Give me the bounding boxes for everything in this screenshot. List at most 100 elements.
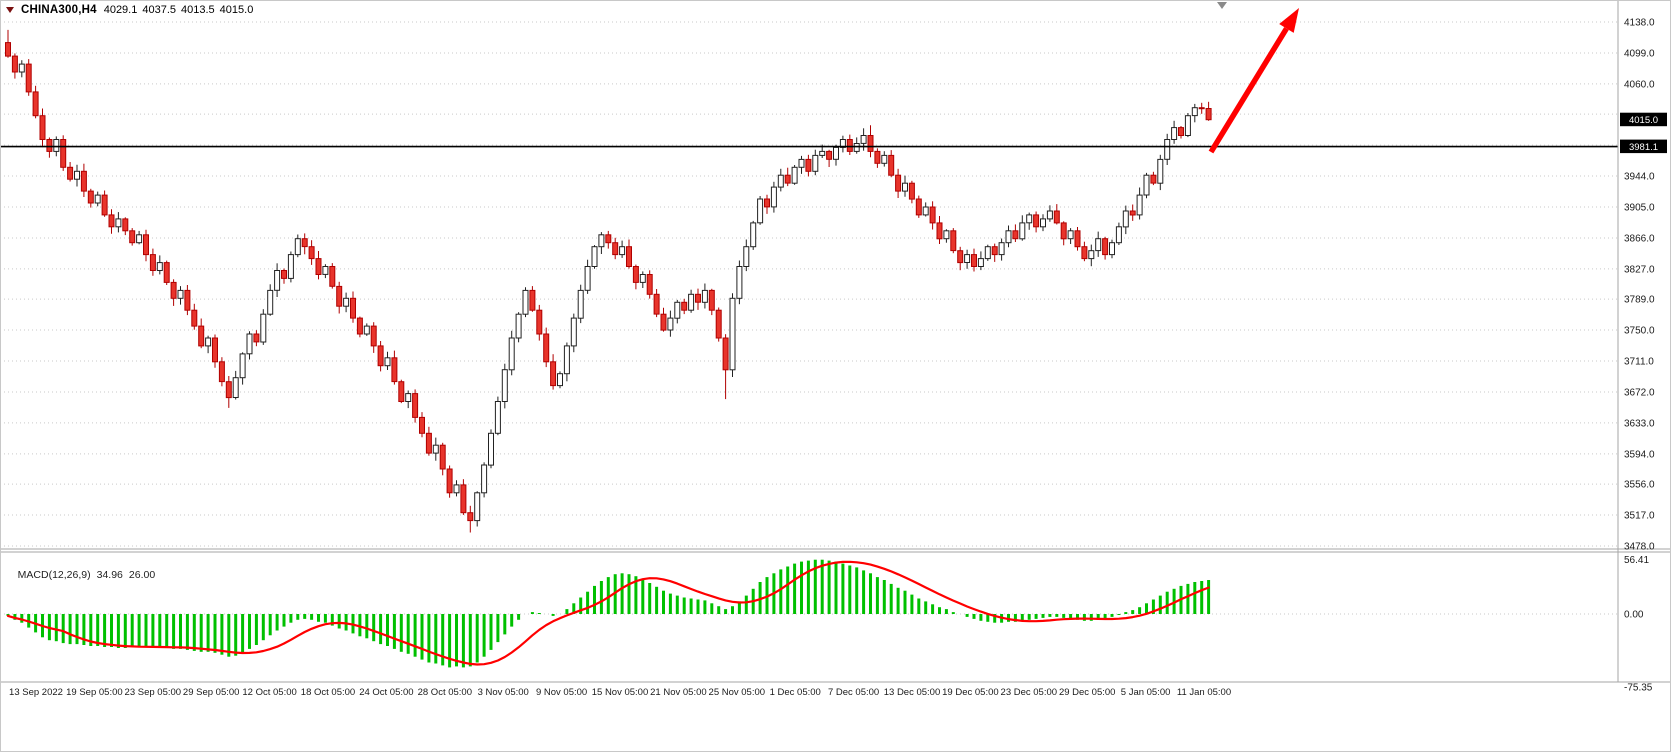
candle-body [1109,242,1115,256]
candle [791,165,798,185]
open-value: 4029.1 [103,4,138,16]
candle-body [212,337,218,363]
candle-body [198,325,205,347]
candle-body [653,293,660,315]
candle-body [998,242,1005,256]
price-axis[interactable] [1618,0,1671,682]
candle [853,137,860,154]
time-tick-label: 18 Oct 05:00 [301,687,355,698]
candle [950,228,957,254]
candle-body [94,194,101,204]
candle-body [218,361,225,383]
candle-body [53,139,60,152]
candle [115,212,122,233]
candle [729,293,736,377]
candle-body [736,266,743,299]
time-tick-label: 12 Oct 05:00 [242,687,296,698]
candle-body [363,325,370,335]
candle [467,505,474,533]
candle [143,229,149,262]
candle [757,196,764,225]
candle-body [432,444,439,454]
candle-body [598,234,605,248]
candle [246,331,253,360]
time-tick-label: 3 Nov 05:00 [478,687,529,698]
candle-body [701,289,708,303]
time-tick-label: 23 Dec 05:00 [1001,687,1058,698]
candle-body [184,289,191,311]
candle [1081,241,1088,262]
price-tick-label: 4138.0 [1624,18,1655,29]
candle [5,29,11,58]
candle-body [708,289,715,311]
candle [529,286,536,312]
chart-shift-marker-icon[interactable] [1217,2,1227,9]
trend-arrow-line[interactable] [1208,27,1289,154]
candle-body [674,301,681,319]
candle [846,134,853,155]
candle-body [474,492,481,522]
candle [156,255,163,275]
candle-body [425,432,432,454]
candle [660,307,667,332]
candle-body [398,381,405,403]
candle [715,307,722,342]
candle-body [991,246,998,256]
candle [522,287,529,318]
time-tick-label: 28 Oct 05:00 [418,687,472,698]
candle-body [874,150,881,164]
time-tick-label: 21 Nov 05:00 [650,687,707,698]
price-tick-label: 4060.0 [1624,79,1655,90]
candle [915,195,922,218]
candle-body [1040,218,1046,228]
candle [39,108,46,148]
candle [674,299,681,324]
time-axis[interactable] [0,682,1671,752]
candle-body [977,258,984,268]
candle-body [18,63,25,73]
candle-body [688,293,695,311]
candle [908,180,915,204]
candle-body [908,182,915,200]
macd-signal-line [6,560,1210,666]
candle [1053,204,1060,225]
time-tick-label: 11 Jan 05:00 [1177,687,1231,698]
candle [508,330,515,376]
trend-arrow-head[interactable] [1279,8,1299,33]
candle-body [757,198,764,224]
candle-body [1191,107,1198,117]
candle [281,268,287,284]
time-tick-label: 29 Dec 05:00 [1059,687,1116,698]
candle [722,334,729,400]
candle-body [481,464,488,494]
candle-body [136,234,143,244]
candle-body [1095,238,1102,252]
candle-body [612,242,619,256]
candle-body [1033,214,1040,228]
time-tick-label: 24 Oct 05:00 [359,687,413,698]
candle-body [1205,108,1212,121]
candle-body [163,262,170,283]
candle [570,313,577,353]
price-badge [1620,139,1667,154]
candle-body [377,345,384,367]
candle [971,248,977,272]
candle [205,335,212,354]
candle-body [322,266,329,275]
candle [770,181,777,213]
candle [329,263,336,289]
price-tick-label: 3905.0 [1624,203,1655,214]
candle-body [626,246,632,267]
candle [108,209,115,234]
candle-body [915,198,922,216]
candle-body [867,135,874,152]
candle [653,289,660,318]
candle [11,53,18,79]
candle-body [715,309,722,339]
candle [232,370,239,400]
candle [287,251,294,283]
candle-body [336,285,343,307]
candle [453,480,460,497]
candle [60,135,67,171]
